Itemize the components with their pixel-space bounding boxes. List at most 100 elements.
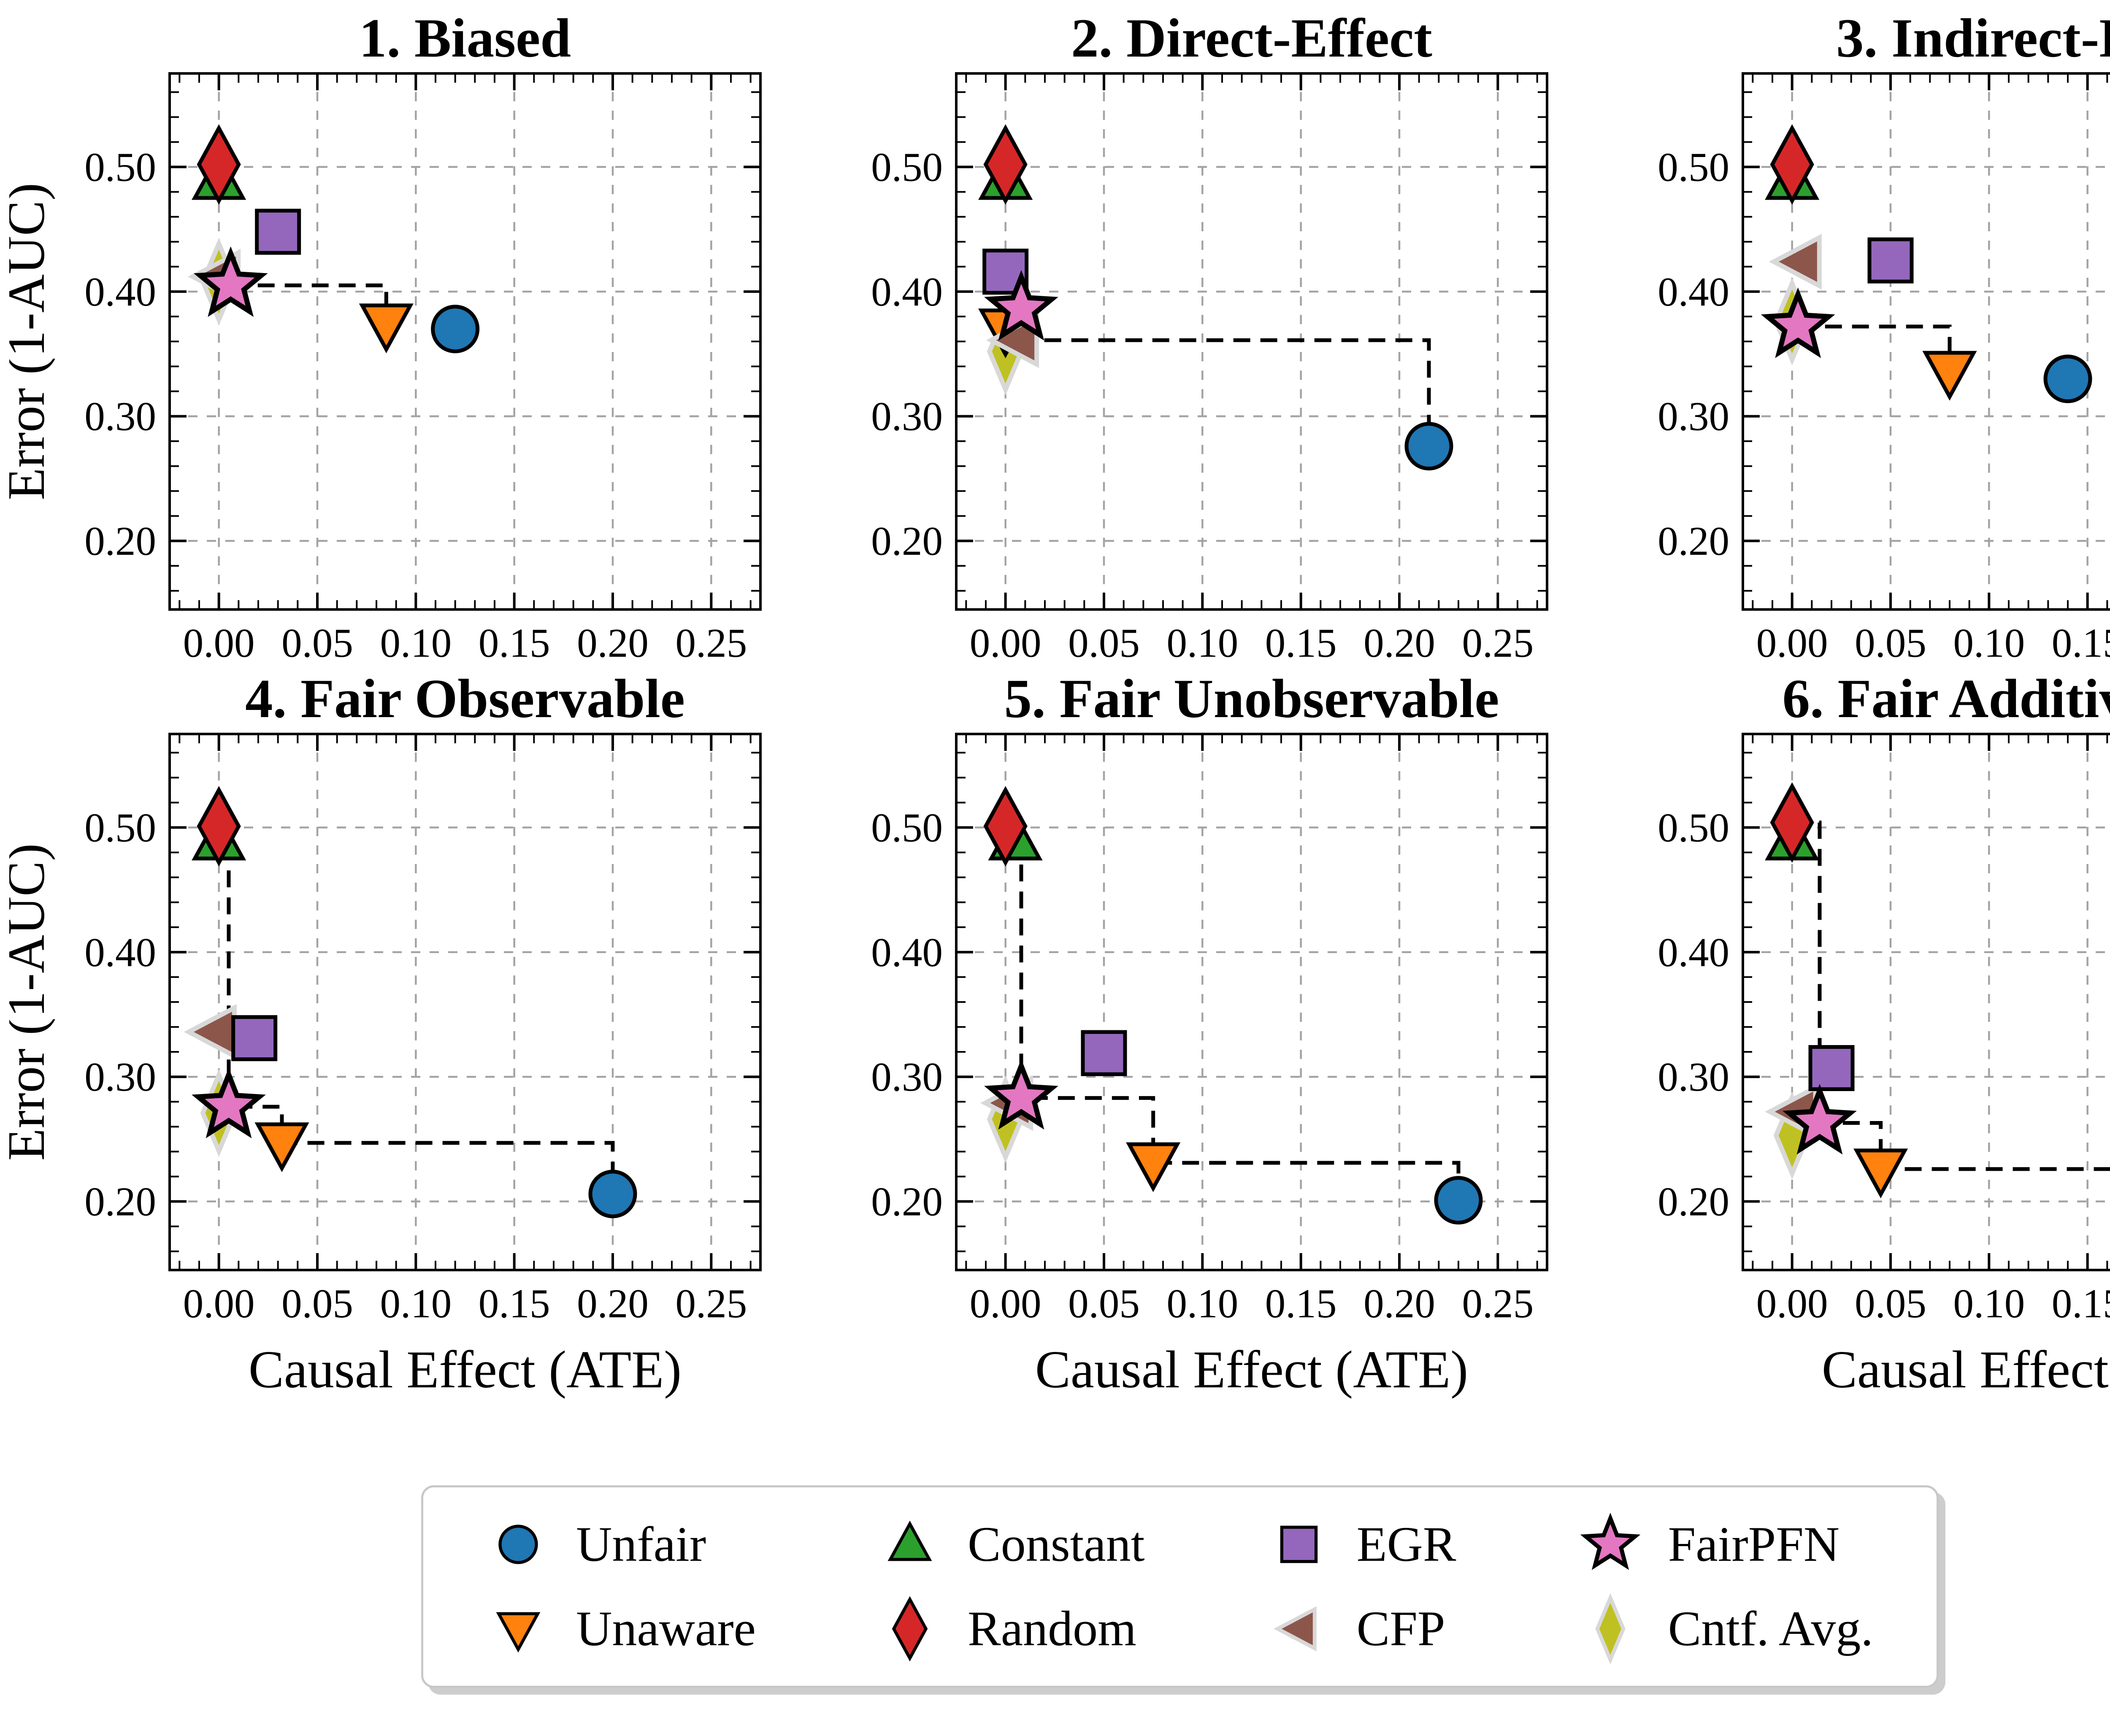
svg-text:0.30: 0.30 [1658,1054,1729,1100]
marker-Unaware [1922,351,1977,401]
svg-text:0.15: 0.15 [2052,620,2110,666]
svg-text:0.20: 0.20 [871,519,943,564]
svg-text:0.40: 0.40 [1658,269,1729,314]
marker-Unfair [2043,355,2092,404]
random-diamond-icon [892,1596,928,1662]
svg-text:0.05: 0.05 [281,1281,353,1326]
fairpfn-star-icon [1580,1513,1640,1570]
legend-label-unaware: Unaware [576,1601,756,1656]
svg-text:0.50: 0.50 [871,145,943,190]
egr-square-icon [1280,1525,1317,1563]
marker-EGR [1280,1525,1317,1563]
marker-Random [983,786,1028,867]
data-points [187,124,480,354]
chart-canvas: 0.000.050.100.150.200.250.200.300.400.50… [1582,666,2110,1401]
marker-FairPFN [984,270,1058,341]
pareto-front-line [1798,325,1952,371]
marker-Unaware [1853,1148,1908,1199]
svg-text:0.15: 0.15 [479,620,550,666]
marker-EGR [231,1015,278,1062]
svg-text:0.30: 0.30 [871,394,943,439]
legend-item-unfair: Unfair [487,1509,756,1580]
svg-text:Causal Effect (ATE): Causal Effect (ATE) [1822,1341,2110,1399]
marker-FairPFN [1761,287,1835,358]
svg-text:0.20: 0.20 [577,1281,649,1326]
data-points [1765,782,1908,1199]
constant-triangle-up-icon [887,1520,932,1561]
legend-item-random: Random [878,1593,1145,1665]
subplot-5-fair-unobservable: 0.00 0.05 0.10 0.15 0.20 0.25 0.20 0.30 0.40 0.50… [796,666,1564,1401]
legend-item-cfp: CFP [1267,1593,1456,1665]
legend-item-egr: EGR [1267,1509,1456,1580]
marker-Unfair [498,1525,538,1564]
svg-text:0.25: 0.25 [1462,1281,1534,1326]
svg-text:Error (1-AUC): Error (1-AUC) [9,183,56,500]
subplot-1-biased: 0.00 0.05 0.10 0.15 0.20 0.25 0.20 0.30 0.40 0.50… [0,6,777,666]
legend-label-random: Random [968,1601,1136,1656]
marker-FairPFN [1783,1084,1857,1155]
svg-text:2. Direct-Effect: 2. Direct-Effect [1071,8,1432,69]
marker-Constant [887,1520,932,1561]
svg-text:0.30: 0.30 [84,394,156,439]
cfp-triangle-left-icon [1273,1606,1317,1652]
svg-text:0.50: 0.50 [871,805,943,850]
ticks [1743,734,2108,1270]
marker-Unfair [1404,422,1453,471]
svg-text:0.20: 0.20 [1658,1179,1729,1224]
svg-text:0.25: 0.25 [1462,620,1534,666]
marker-Unfair [431,304,480,353]
subplot-2-direct-effect: 0.00 0.05 0.10 0.15 0.20 0.25 0.20 0.30 0.40 0.50… [796,6,1564,666]
svg-text:0.00: 0.00 [970,1281,1041,1326]
marker-EGR [982,249,1029,295]
marker-Unaware [254,1122,309,1173]
subplot-4-fair-observable: 0.00 0.05 0.10 0.15 0.20 0.25 0.20 0.30 0.40 0.50… [0,666,777,1401]
svg-text:0.10: 0.10 [1166,1281,1238,1326]
svg-text:Causal Effect (ATE): Causal Effect (ATE) [249,1341,682,1399]
marker-Unaware [359,303,414,354]
svg-text:0.00: 0.00 [183,620,255,666]
marker-Unaware [496,1612,541,1653]
marker-EGR [1867,237,1914,284]
unfair-circle-icon [498,1525,538,1564]
legend-item-cntf-avg: Cntf. Avg. [1579,1593,1873,1665]
gridlines [170,73,760,609]
legend: Unfair Constant EGR FairPFN Unaware Rand… [421,1485,1939,1688]
svg-text:0.10: 0.10 [1953,1281,2025,1326]
marker-FairPFN [193,246,268,317]
unaware-triangle-down-icon [496,1612,541,1653]
svg-text:0.00: 0.00 [1756,620,1828,666]
svg-text:0.15: 0.15 [479,1281,550,1326]
svg-text:1. Biased: 1. Biased [359,8,571,69]
svg-text:0.30: 0.30 [84,1054,156,1100]
svg-text:0.15: 0.15 [2052,1281,2110,1326]
svg-text:0.05: 0.05 [1068,1281,1140,1326]
marker-CFP [1769,233,1822,290]
svg-text:0.20: 0.20 [1363,620,1435,666]
pareto-front-line [1017,338,1431,447]
svg-text:3. Indirect-Effect: 3. Indirect-Effect [1836,8,2110,69]
marker-FairPFN [984,1059,1058,1130]
data-points [184,786,637,1219]
svg-text:0.30: 0.30 [871,1054,943,1100]
marker-EGR [255,209,301,255]
legend-label-unfair: Unfair [576,1517,706,1572]
subplot-3-indirect-effect: 0.000.050.100.150.200.250.200.300.400.50… [1582,6,2110,666]
legend-item-fairpfn: FairPFN [1579,1509,1873,1580]
ticks [170,734,760,1270]
svg-text:0.20: 0.20 [1658,519,1729,564]
ticks [1743,73,2108,609]
marker-CntfAvg [1595,1593,1626,1665]
svg-text:0.30: 0.30 [1658,394,1729,439]
marker-Unaware [1126,1142,1181,1192]
svg-text:5. Fair Unobservable: 5. Fair Unobservable [1004,668,1499,729]
svg-text:0.25: 0.25 [675,620,747,666]
svg-text:0.00: 0.00 [1756,1281,1828,1326]
svg-text:0.05: 0.05 [1855,1281,1926,1326]
svg-text:0.05: 0.05 [1068,620,1140,666]
data-points [1761,124,2092,404]
gridlines [956,734,1547,1270]
svg-text:0.50: 0.50 [84,805,156,850]
legend-label-cfp: CFP [1356,1601,1445,1656]
ticks [956,734,1547,1270]
